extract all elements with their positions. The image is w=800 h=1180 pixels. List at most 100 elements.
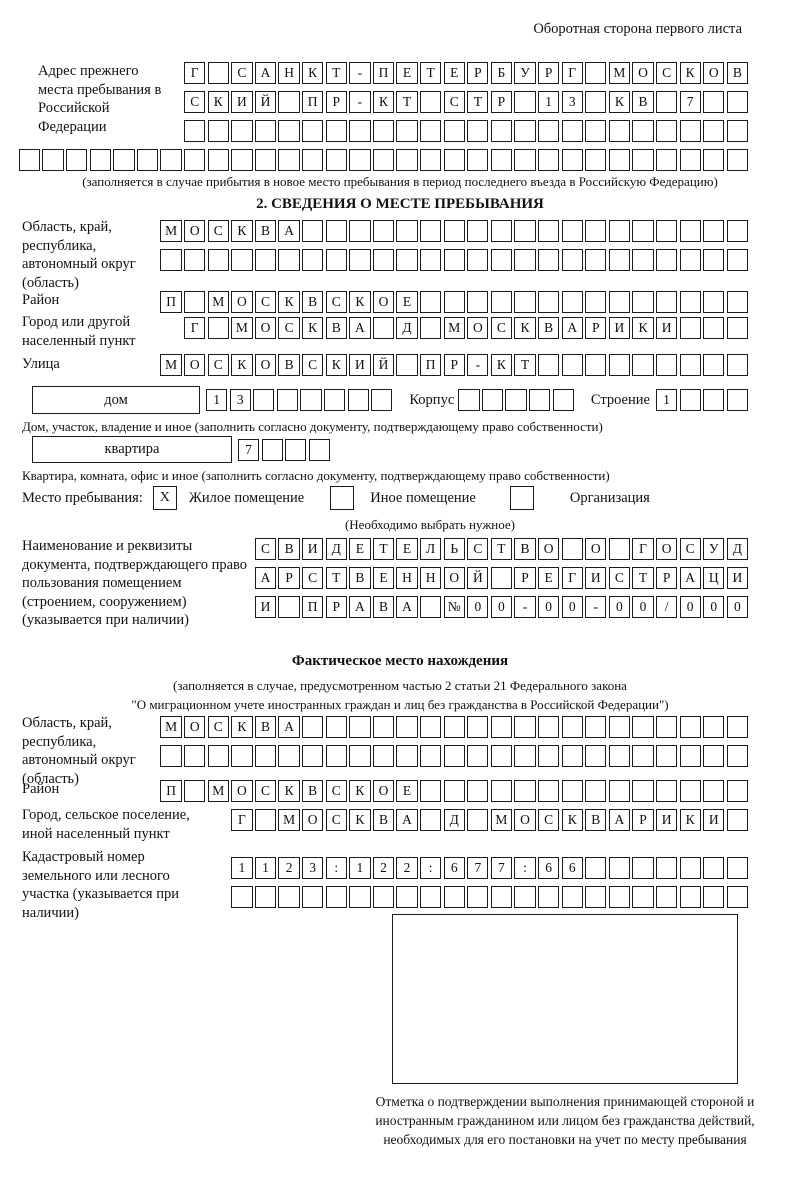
- char-cell[interactable]: Д: [726, 538, 748, 560]
- char-cell[interactable]: [278, 91, 300, 113]
- char-cell[interactable]: В: [302, 780, 324, 802]
- char-cell[interactable]: О: [184, 220, 206, 242]
- char-cell[interactable]: 0: [703, 596, 725, 618]
- char-cell[interactable]: [585, 780, 607, 802]
- char-cell[interactable]: [679, 317, 701, 339]
- char-cell[interactable]: [703, 291, 725, 313]
- char-cell[interactable]: С: [302, 354, 324, 376]
- char-cell[interactable]: П: [302, 91, 324, 113]
- char-cell[interactable]: Т: [514, 354, 536, 376]
- char-cell[interactable]: Р: [490, 91, 513, 113]
- char-cell[interactable]: К: [679, 62, 701, 84]
- char-cell[interactable]: [419, 886, 442, 908]
- char-cell[interactable]: [726, 716, 748, 738]
- char-cell[interactable]: О: [514, 809, 536, 831]
- char-cell[interactable]: [372, 220, 395, 242]
- char-cell[interactable]: М: [207, 780, 229, 802]
- char-cell[interactable]: 2: [396, 857, 418, 879]
- char-cell[interactable]: Т: [419, 62, 442, 84]
- char-cell[interactable]: А: [278, 716, 300, 738]
- char-cell[interactable]: [703, 149, 725, 171]
- char-cell[interactable]: [372, 120, 395, 142]
- char-cell[interactable]: [66, 149, 88, 171]
- char-cell[interactable]: Й: [372, 354, 395, 376]
- char-cell[interactable]: [89, 149, 111, 171]
- char-cell[interactable]: [490, 291, 513, 313]
- char-cell[interactable]: [561, 149, 583, 171]
- char-cell[interactable]: Б: [490, 62, 513, 84]
- char-cell[interactable]: Т: [490, 538, 513, 560]
- char-cell[interactable]: К: [302, 317, 324, 339]
- char-cell[interactable]: И: [349, 354, 371, 376]
- char-cell[interactable]: [537, 886, 560, 908]
- char-cell[interactable]: Р: [325, 91, 347, 113]
- char-cell[interactable]: К: [278, 780, 300, 802]
- char-cell[interactable]: П: [302, 596, 324, 618]
- char-cell[interactable]: В: [254, 716, 277, 738]
- char-cell[interactable]: [302, 249, 324, 271]
- char-cell[interactable]: [537, 249, 560, 271]
- char-cell[interactable]: В: [372, 596, 395, 618]
- char-cell[interactable]: Г: [184, 62, 206, 84]
- char-cell[interactable]: 0: [726, 596, 748, 618]
- char-cell[interactable]: [419, 716, 442, 738]
- char-cell[interactable]: Е: [396, 780, 418, 802]
- char-cell[interactable]: [608, 291, 631, 313]
- char-cell[interactable]: [585, 91, 607, 113]
- char-cell[interactable]: [323, 389, 346, 411]
- char-cell[interactable]: [160, 149, 182, 171]
- char-cell[interactable]: [561, 780, 583, 802]
- char-cell[interactable]: С: [325, 809, 347, 831]
- char-cell[interactable]: [608, 220, 631, 242]
- char-cell[interactable]: К: [349, 291, 371, 313]
- char-cell[interactable]: [207, 149, 229, 171]
- char-cell[interactable]: Т: [372, 538, 395, 560]
- char-cell[interactable]: 3: [302, 857, 324, 879]
- char-cell[interactable]: [443, 716, 465, 738]
- char-cell[interactable]: [419, 809, 442, 831]
- char-cell[interactable]: С: [254, 780, 277, 802]
- char-cell[interactable]: Е: [537, 567, 560, 589]
- char-cell[interactable]: [561, 716, 583, 738]
- char-cell[interactable]: [726, 249, 748, 271]
- char-cell[interactable]: 3: [229, 389, 251, 411]
- char-cell[interactable]: А: [278, 220, 300, 242]
- char-cell[interactable]: [349, 745, 371, 767]
- char-cell[interactable]: [655, 291, 678, 313]
- char-cell[interactable]: К: [608, 91, 631, 113]
- char-cell[interactable]: [372, 317, 395, 339]
- char-cell[interactable]: [184, 249, 206, 271]
- char-cell[interactable]: К: [207, 91, 229, 113]
- char-cell[interactable]: М: [160, 716, 182, 738]
- char-cell[interactable]: В: [585, 809, 607, 831]
- char-cell[interactable]: [537, 745, 560, 767]
- char-cell[interactable]: [490, 149, 513, 171]
- char-cell[interactable]: [372, 149, 395, 171]
- char-cell[interactable]: [278, 149, 300, 171]
- char-cell[interactable]: И: [703, 809, 725, 831]
- checkbox-organization[interactable]: [509, 486, 534, 510]
- char-cell[interactable]: [608, 120, 631, 142]
- char-cell[interactable]: [655, 120, 678, 142]
- char-cell[interactable]: [372, 886, 395, 908]
- char-cell[interactable]: Т: [632, 567, 654, 589]
- char-cell[interactable]: О: [655, 538, 678, 560]
- char-cell[interactable]: [561, 745, 583, 767]
- char-cell[interactable]: [372, 716, 395, 738]
- char-cell[interactable]: 7: [490, 857, 513, 879]
- char-cell[interactable]: [514, 120, 536, 142]
- char-cell[interactable]: -: [467, 354, 489, 376]
- char-cell[interactable]: [703, 745, 725, 767]
- char-cell[interactable]: [325, 249, 347, 271]
- char-cell[interactable]: [585, 716, 607, 738]
- char-cell[interactable]: [458, 389, 480, 411]
- char-cell[interactable]: [608, 538, 631, 560]
- char-cell[interactable]: [113, 149, 135, 171]
- char-cell[interactable]: [514, 220, 536, 242]
- char-cell[interactable]: [561, 220, 583, 242]
- char-cell[interactable]: [514, 149, 536, 171]
- char-cell[interactable]: [300, 389, 322, 411]
- char-cell[interactable]: Е: [396, 538, 418, 560]
- char-cell[interactable]: [632, 291, 654, 313]
- char-cell[interactable]: [396, 249, 418, 271]
